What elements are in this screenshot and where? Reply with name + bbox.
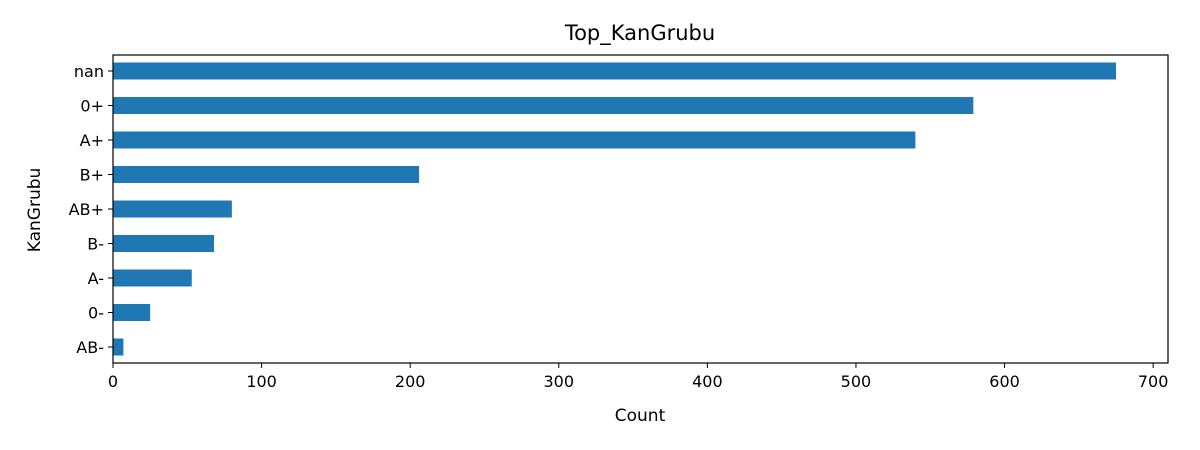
bars-group (113, 62, 1116, 356)
bar-B+ (113, 166, 420, 183)
y-tick-label: 0- (88, 304, 104, 323)
y-tick-label: A+ (80, 131, 104, 150)
y-axis-ticks: nan 0+ A+ B+ AB+ B- A- 0- AB- (69, 62, 113, 357)
bar-nan (113, 62, 1116, 80)
x-axis-label: Count (615, 406, 666, 426)
bar-0+ (113, 97, 974, 114)
chart-title: Top_KanGrubu (564, 21, 715, 46)
y-axis-label: KanGrubu (25, 168, 45, 253)
bar-B- (113, 235, 215, 252)
bar-0- (113, 304, 151, 321)
plot-frame (112, 54, 1169, 364)
bar-A+ (113, 131, 916, 149)
y-tick-label: B- (87, 235, 104, 254)
y-tick-label: nan (74, 62, 104, 81)
x-tick-label: 300 (544, 372, 575, 391)
x-tick-label: 700 (1138, 372, 1169, 391)
y-tick-label: B+ (80, 166, 104, 185)
x-tick-label: 600 (989, 372, 1020, 391)
x-tick-label: 100 (246, 372, 277, 391)
y-tick-label: AB- (76, 338, 104, 357)
y-tick-label: A- (88, 269, 104, 288)
y-tick-label: AB+ (69, 200, 104, 219)
bar-AB- (113, 338, 124, 356)
x-tick-label: 400 (692, 372, 723, 391)
x-tick-label: 500 (841, 372, 872, 391)
x-axis-ticks: 0 100 200 300 400 500 600 700 (108, 363, 1169, 391)
x-tick-label: 200 (395, 372, 426, 391)
bar-A- (113, 269, 192, 287)
bar-AB+ (113, 200, 232, 218)
y-tick-label: 0+ (80, 97, 104, 116)
x-tick-label: 0 (108, 372, 118, 391)
